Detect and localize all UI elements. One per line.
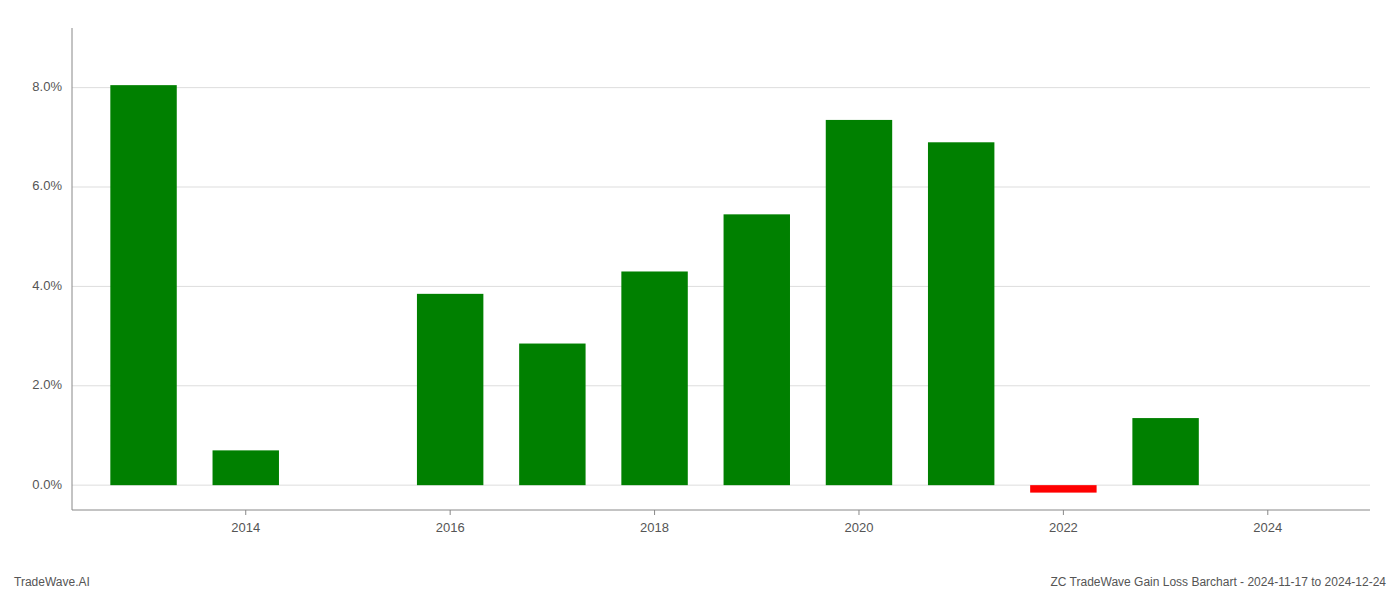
bar xyxy=(621,271,687,485)
x-tick xyxy=(1063,510,1064,515)
footer-right: ZC TradeWave Gain Loss Barchart - 2024-1… xyxy=(1050,575,1386,589)
y-tick-label: 2.0% xyxy=(32,377,62,392)
x-tick xyxy=(858,510,859,515)
grid-line xyxy=(72,87,1370,88)
bar xyxy=(519,344,585,486)
bar xyxy=(826,120,892,485)
grid-line xyxy=(72,385,1370,386)
footer-left: TradeWave.AI xyxy=(14,575,90,589)
y-tick-label: 4.0% xyxy=(32,278,62,293)
chart-container: 0.0% 2.0% 4.0% 6.0% 8.0% 2014 2016 2018 2020 2022… xyxy=(0,0,1400,600)
y-tick-label: 6.0% xyxy=(32,178,62,193)
x-tick xyxy=(245,510,246,515)
bar xyxy=(213,450,279,485)
x-tick-label: 2016 xyxy=(436,520,465,535)
x-tick xyxy=(1267,510,1268,515)
bar xyxy=(928,142,994,485)
bars xyxy=(110,85,1198,492)
x-tick-label: 2014 xyxy=(231,520,260,535)
y-grid xyxy=(72,88,1370,486)
x-axis-line xyxy=(72,510,1370,511)
bar xyxy=(1132,418,1198,485)
x-tick-label: 2018 xyxy=(640,520,669,535)
y-axis-line xyxy=(72,28,73,510)
bar xyxy=(417,294,483,485)
x-tick-label: 2022 xyxy=(1049,520,1078,535)
y-tick-label: 8.0% xyxy=(32,79,62,94)
bar xyxy=(724,214,790,485)
y-tick-label: 0.0% xyxy=(32,477,62,492)
x-tick-label: 2024 xyxy=(1253,520,1282,535)
grid-line xyxy=(72,187,1370,188)
grid-line xyxy=(72,286,1370,287)
x-tick-label: 2020 xyxy=(845,520,874,535)
bar xyxy=(1030,485,1096,492)
bar xyxy=(110,85,176,485)
x-tick xyxy=(450,510,451,515)
x-tick xyxy=(654,510,655,515)
chart-svg: 0.0% 2.0% 4.0% 6.0% 8.0% 2014 2016 2018 2020 2022… xyxy=(0,0,1400,600)
